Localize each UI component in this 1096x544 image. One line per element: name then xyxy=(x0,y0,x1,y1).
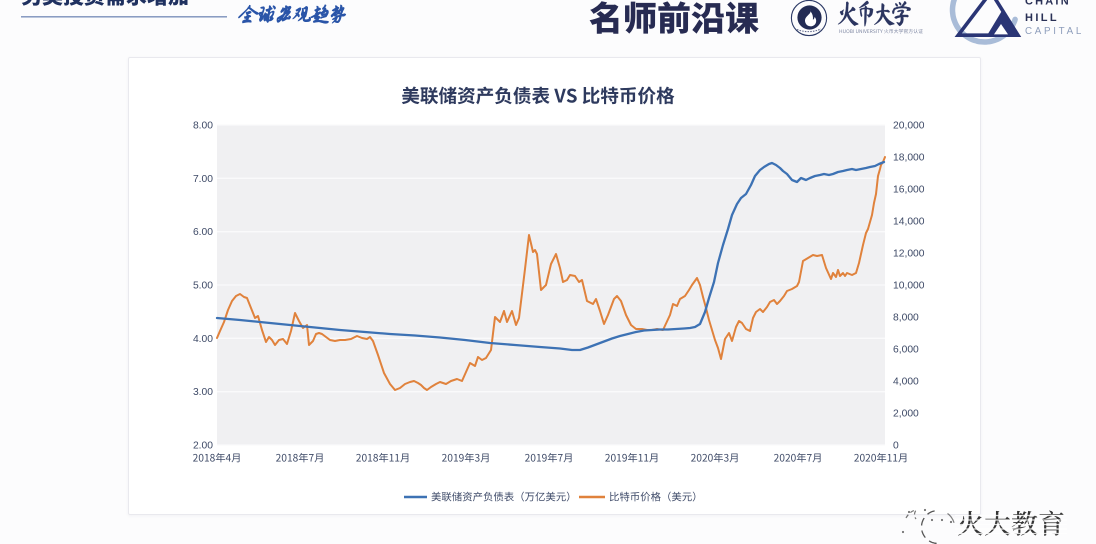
svg-text:20,000: 20,000 xyxy=(893,121,925,132)
svg-text:10,000: 10,000 xyxy=(893,281,925,292)
svg-text:4,000: 4,000 xyxy=(893,377,919,388)
svg-text:8.00: 8.00 xyxy=(193,121,213,132)
svg-text:3.00: 3.00 xyxy=(193,387,213,398)
svg-text:14,000: 14,000 xyxy=(893,217,925,228)
svg-text:6,000: 6,000 xyxy=(893,345,919,356)
svg-text:7.00: 7.00 xyxy=(193,174,213,185)
svg-text:5.00: 5.00 xyxy=(193,281,213,292)
svg-text:4.00: 4.00 xyxy=(193,334,213,345)
svg-text:12,000: 12,000 xyxy=(893,249,925,260)
svg-text:CHAIN: CHAIN xyxy=(1025,0,1071,8)
svg-text:8,000: 8,000 xyxy=(893,313,919,324)
svg-text:2,000: 2,000 xyxy=(893,409,919,420)
svg-text:6.00: 6.00 xyxy=(193,227,213,238)
svg-text:HILL: HILL xyxy=(1025,12,1059,24)
svg-text:2.00: 2.00 xyxy=(193,441,213,452)
svg-text:16,000: 16,000 xyxy=(893,185,925,196)
svg-text:0: 0 xyxy=(893,441,899,452)
svg-text:18,000: 18,000 xyxy=(893,153,925,164)
svg-text:CAPITAL: CAPITAL xyxy=(1025,26,1084,37)
